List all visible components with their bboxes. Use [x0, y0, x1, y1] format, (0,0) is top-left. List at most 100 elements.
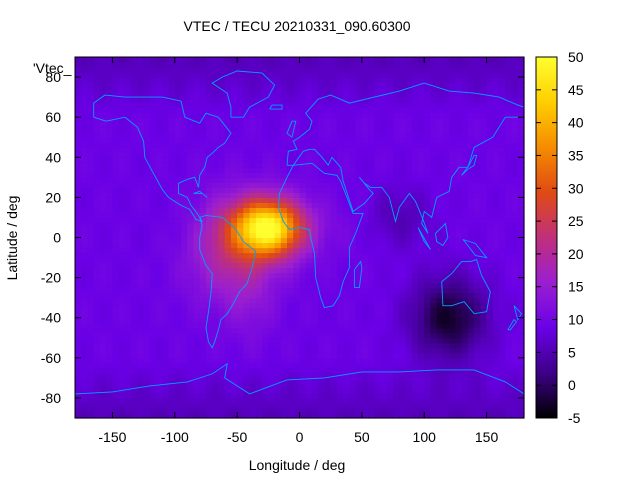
heatmap-cell [143, 357, 151, 364]
heatmap-cell [218, 62, 226, 68]
heatmap-cell [162, 142, 170, 148]
heatmap-cell [224, 212, 232, 219]
heatmap-cell [87, 347, 95, 354]
heatmap-cell [386, 107, 394, 113]
heatmap-cell [274, 197, 282, 203]
heatmap-cell [243, 292, 251, 299]
heatmap-cell [430, 62, 438, 68]
heatmap-cell [486, 402, 494, 409]
heatmap-cell [212, 387, 220, 394]
heatmap-cell [417, 102, 425, 108]
heatmap-cell [480, 262, 488, 269]
heatmap-cell [393, 292, 400, 299]
heatmap-cell [106, 247, 114, 254]
heatmap-cell [274, 242, 282, 249]
heatmap-cell [499, 187, 506, 193]
heatmap-cell [199, 242, 207, 249]
heatmap-cell [343, 132, 350, 138]
heatmap-cell [112, 397, 120, 404]
heatmap-cell [399, 182, 407, 188]
heatmap-cell [336, 292, 344, 299]
heatmap-cell [436, 397, 444, 404]
heatmap-cell [330, 397, 338, 404]
heatmap-cell [305, 342, 313, 349]
heatmap-cell [230, 117, 238, 123]
heatmap-cell [237, 172, 244, 178]
heatmap-cell [349, 367, 357, 374]
heatmap-cell [318, 177, 326, 183]
heatmap-cell [467, 82, 475, 88]
heatmap-cell [243, 207, 251, 214]
heatmap-cell [380, 177, 388, 183]
heatmap-cell [368, 82, 375, 88]
heatmap-cell [149, 362, 157, 369]
heatmap-cell [143, 262, 151, 269]
heatmap-cell [393, 252, 400, 259]
heatmap-cell [237, 392, 244, 399]
heatmap-cell [380, 352, 388, 359]
heatmap-cell [505, 312, 513, 319]
heatmap-cell [449, 117, 457, 123]
heatmap-cell [99, 167, 107, 173]
heatmap-cell [355, 262, 363, 269]
heatmap-cell [162, 167, 170, 173]
heatmap-cell [318, 287, 326, 294]
heatmap-cell [112, 57, 120, 63]
heatmap-cell [99, 412, 107, 419]
heatmap-cell [399, 277, 407, 284]
heatmap-cell [212, 137, 220, 143]
heatmap-cell [174, 167, 182, 173]
heatmap-cell [112, 252, 120, 259]
heatmap-cell [118, 142, 126, 148]
heatmap-cell [430, 262, 438, 269]
heatmap-cell [168, 132, 176, 138]
heatmap-cell [75, 252, 82, 259]
heatmap-cell [224, 222, 232, 229]
heatmap-cell [343, 152, 350, 158]
heatmap-cell [486, 62, 494, 68]
heatmap-cell [386, 127, 394, 133]
heatmap-cell [274, 57, 282, 63]
heatmap-cell [480, 57, 488, 63]
heatmap-cell [417, 377, 425, 384]
heatmap-cell [293, 287, 301, 294]
heatmap-cell [430, 232, 438, 239]
heatmap-cell [449, 397, 457, 404]
heatmap-cell [205, 377, 213, 384]
heatmap-cell [181, 107, 188, 113]
heatmap-cell [181, 382, 188, 389]
heatmap-cell [243, 377, 251, 384]
heatmap-cell [492, 117, 500, 123]
heatmap-cell [455, 132, 463, 138]
heatmap-cell [374, 207, 382, 214]
heatmap-cell [380, 87, 388, 93]
heatmap-cell [324, 342, 332, 349]
heatmap-cell [449, 297, 457, 304]
heatmap-cell [143, 127, 151, 133]
heatmap-cell [386, 252, 394, 259]
heatmap-cell [486, 237, 494, 244]
heatmap-cell [499, 232, 506, 239]
heatmap-cell [361, 262, 369, 269]
heatmap-cell [199, 362, 207, 369]
heatmap-cell [87, 382, 95, 389]
heatmap-cell [355, 367, 363, 374]
heatmap-cell [262, 297, 269, 304]
heatmap-cell [299, 397, 307, 404]
heatmap-cell [106, 212, 114, 219]
heatmap-cell [293, 202, 301, 209]
heatmap-cell [99, 122, 107, 128]
heatmap-cell [343, 182, 350, 188]
heatmap-cell [486, 197, 494, 203]
heatmap-cell [343, 112, 350, 118]
heatmap-cell [143, 407, 151, 414]
heatmap-cell [474, 247, 481, 254]
heatmap-cell [461, 212, 469, 219]
heatmap-cell [93, 67, 101, 73]
heatmap-cell [430, 397, 438, 404]
heatmap-cell [162, 382, 170, 389]
heatmap-cell [474, 197, 481, 203]
heatmap-cell [374, 167, 382, 173]
heatmap-cell [305, 222, 313, 229]
heatmap-cell [224, 112, 232, 118]
